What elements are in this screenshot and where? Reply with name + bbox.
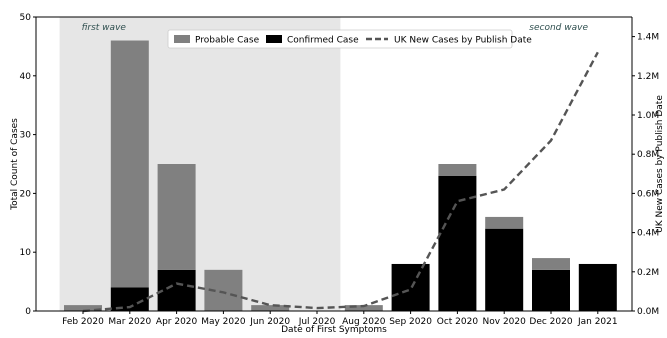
legend-label-confirmed: Confirmed Case [287, 36, 359, 46]
y-tick-label: 30 [20, 131, 32, 141]
x-tick-label: Jul 2020 [298, 317, 336, 327]
shaded-first-wave-region [59, 17, 341, 311]
x-tick-label: Sep 2020 [389, 317, 432, 327]
y2-tick-label: 1.0M [637, 111, 659, 121]
bar-confirmed [157, 269, 196, 311]
y2-tick-label: 0.8M [637, 150, 659, 160]
legend-label-probable: Probable Case [195, 36, 260, 46]
y-tick-label: 40 [20, 72, 32, 82]
y-tick-label: 20 [20, 189, 32, 199]
bar-confirmed [110, 287, 149, 311]
y2-tick-label: 0.2M [637, 268, 659, 278]
y-tick-label: 10 [20, 248, 32, 258]
legend-swatch-probable [174, 35, 190, 43]
bar-probable [64, 305, 102, 311]
y2-tick-label: 0.0M [637, 307, 659, 317]
legend-label-uk-line: UK New Cases by Publish Date [394, 36, 532, 46]
annotation-second-wave: second wave [529, 23, 588, 33]
x-tick-label: Jun 2020 [249, 317, 290, 327]
bar-probable [438, 164, 477, 176]
x-tick-label: Apr 2020 [156, 317, 198, 327]
annotation-first-wave: first wave [82, 23, 127, 33]
x-tick-label: May 2020 [201, 317, 246, 327]
bar-probable [344, 305, 383, 311]
y2-tick-label: 1.4M [637, 33, 659, 43]
bar-probable [110, 40, 149, 288]
bar-confirmed [391, 263, 430, 311]
x-tick-label: Mar 2020 [108, 317, 151, 327]
bar-probable [532, 258, 570, 270]
x-tick-label: Feb 2020 [62, 317, 104, 327]
legend-box [167, 29, 513, 49]
y2-tick-label: 1.2M [637, 72, 659, 82]
bar-probable [157, 164, 196, 270]
bar-probable [485, 216, 524, 229]
y2-tick-label: 0.4M [637, 229, 659, 239]
bar-probable [251, 305, 290, 311]
x-axis-label: Date of First Symptoms [281, 325, 387, 334]
legend: Probable Case Confirmed Case UK New Cases … [167, 29, 532, 49]
bar-confirmed [532, 269, 570, 311]
uk-new-cases-line [82, 51, 599, 313]
x-tick-label: Jan 2021 [577, 317, 618, 327]
x-tick-label: Nov 2020 [483, 317, 527, 327]
y-axis-label: Total Count of Cases [10, 118, 20, 211]
y-tick-label: 0 [25, 307, 31, 317]
legend-swatch-confirmed [266, 35, 282, 43]
bar-confirmed [485, 228, 524, 311]
bar-confirmed [578, 263, 617, 311]
x-tick-label: Aug 2020 [342, 317, 386, 327]
x-tick-label: Oct 2020 [437, 317, 479, 327]
y-tick-label: 50 [20, 13, 32, 23]
y2-tick-label: 0.6M [637, 189, 659, 199]
x-tick-label: Dec 2020 [529, 317, 572, 327]
bar-confirmed [438, 175, 477, 311]
y2-axis-label: UK New Cases by Publish Date [655, 95, 665, 233]
